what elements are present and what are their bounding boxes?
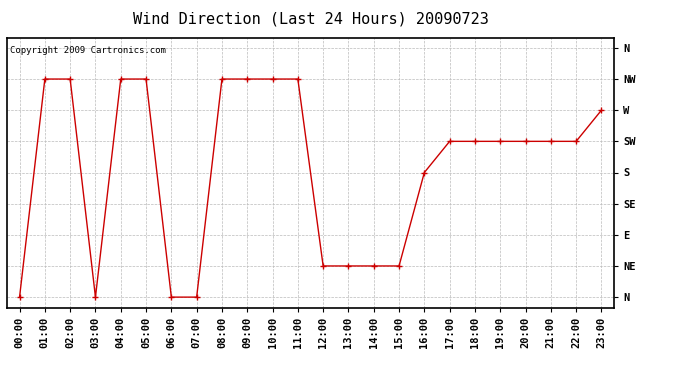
- Text: Wind Direction (Last 24 Hours) 20090723: Wind Direction (Last 24 Hours) 20090723: [132, 11, 489, 26]
- Text: Copyright 2009 Cartronics.com: Copyright 2009 Cartronics.com: [10, 46, 166, 55]
